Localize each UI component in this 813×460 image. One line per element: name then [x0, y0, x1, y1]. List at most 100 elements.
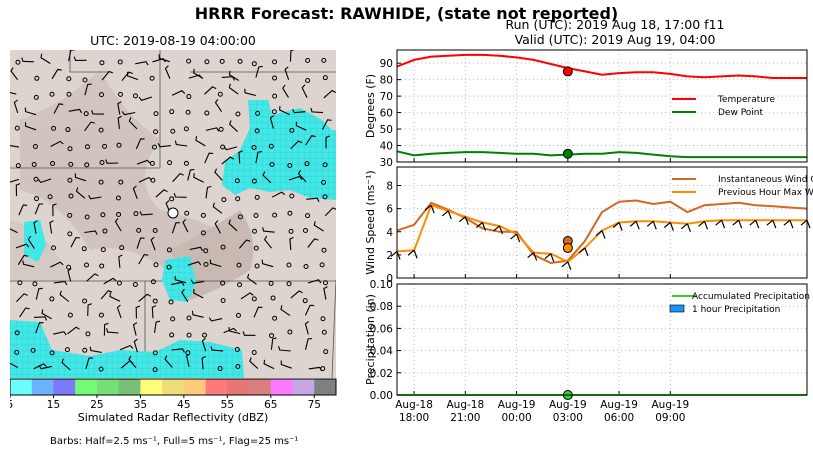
- calm-wind-circle: [64, 347, 70, 353]
- wind-barb: [214, 220, 221, 234]
- calm-wind-circle: [220, 244, 226, 250]
- wind-barb: [306, 197, 320, 203]
- x-tick-label-date: Aug-19: [652, 399, 690, 411]
- calm-wind-circle: [152, 298, 158, 304]
- calm-wind-circle: [271, 109, 277, 115]
- legend-label: Instantaneous Wind Gust: [718, 175, 813, 185]
- calm-wind-circle: [251, 350, 257, 356]
- calm-wind-circle: [321, 247, 327, 253]
- wind-barb: [228, 120, 238, 133]
- calm-wind-circle: [14, 125, 20, 131]
- calm-wind-circle: [253, 245, 259, 251]
- wind-barb: [174, 275, 187, 284]
- calm-wind-circle: [186, 332, 192, 338]
- wind-barb: [595, 230, 606, 239]
- x-tick-label-time: 06:00: [604, 412, 634, 424]
- colorbar-cell: [53, 379, 76, 395]
- wind-barb: [732, 219, 743, 229]
- calm-wind-circle: [31, 161, 37, 167]
- calm-wind-circle: [98, 179, 104, 185]
- wind-barb: [262, 227, 275, 233]
- wind-barbs: [10, 50, 336, 373]
- wind-barb: [35, 287, 43, 300]
- calm-wind-circle: [66, 76, 72, 82]
- calm-wind-circle: [219, 58, 225, 64]
- calm-wind-circle: [83, 262, 89, 268]
- wind-barb: [152, 58, 166, 63]
- wind-barb: [128, 117, 138, 130]
- y-tick-label: 0.02: [370, 368, 393, 380]
- y-tick-label: 6: [386, 204, 393, 216]
- wind-barb: [304, 320, 310, 335]
- run-valid-title: Run (UTC): 2019 Aug 18, 17:00 f11 Valid …: [370, 17, 813, 47]
- wind-barb: [212, 202, 223, 214]
- calm-wind-circle: [152, 350, 158, 356]
- wind-barb: [193, 288, 204, 299]
- wind-barb: [87, 303, 92, 317]
- wind-barb: [164, 355, 173, 368]
- wind-barb: [50, 140, 64, 147]
- reflectivity-colorbar: 5 15 25 35 45 55 65 75: [10, 378, 337, 411]
- wind-barb: [313, 221, 324, 232]
- y-tick-label: 0: [386, 273, 393, 285]
- calm-wind-circle: [82, 298, 88, 304]
- calm-wind-circle: [184, 210, 190, 216]
- calm-wind-circle: [251, 178, 257, 184]
- y-tick-label: 80: [380, 75, 393, 87]
- wind-barb: [282, 84, 289, 98]
- wind-barb: [263, 235, 273, 249]
- y-tick-label: 90: [380, 58, 393, 70]
- wind-barb: [307, 238, 319, 248]
- wind-barb: [295, 121, 307, 131]
- y-tick-label: 4: [386, 227, 393, 239]
- wind-barb: [17, 254, 29, 265]
- x-tick-label-date: Aug-18: [447, 399, 485, 411]
- wind-barb: [15, 183, 21, 197]
- wind-barb: [190, 279, 205, 284]
- wind-barb: [304, 337, 313, 350]
- wind-barb: [91, 110, 105, 115]
- calm-wind-circle: [217, 366, 223, 372]
- wind-barb: [15, 243, 30, 249]
- wind-barb: [37, 178, 52, 184]
- wind-barb: [646, 220, 657, 230]
- calm-wind-circle: [119, 245, 125, 251]
- wind-barb: [284, 66, 290, 80]
- y-tick-label: 30: [380, 157, 393, 169]
- wind-barb: [10, 67, 19, 81]
- map-title: UTC: 2019-08-19 04:00:00: [90, 33, 256, 48]
- calm-wind-circle: [321, 57, 327, 63]
- calm-wind-circle: [32, 281, 38, 287]
- calm-wind-circle: [203, 261, 209, 267]
- wind-barb: [170, 281, 185, 286]
- plot-frame: [396, 49, 808, 163]
- calm-wind-circle: [99, 60, 105, 66]
- calm-wind-circle: [237, 214, 243, 220]
- wind-barb: [527, 252, 538, 261]
- colorbar-cell: [75, 379, 98, 395]
- wind-barb: [424, 204, 435, 214]
- wind-barb: [458, 216, 469, 225]
- wind-barb: [297, 169, 307, 183]
- wind-barb: [24, 122, 37, 131]
- wind-barb: [135, 138, 145, 150]
- wind-barb: [261, 259, 274, 268]
- wind-barb: [53, 280, 68, 286]
- wind-barb: [49, 220, 54, 234]
- wind-barb: [10, 144, 20, 148]
- wind-barb: [244, 88, 256, 97]
- wind-barb: [629, 220, 640, 230]
- calm-wind-circle: [153, 262, 159, 268]
- y-tick-label: 0.06: [370, 323, 394, 335]
- wind-barb: [304, 304, 315, 316]
- calm-wind-circle: [169, 196, 175, 202]
- calm-wind-circle: [203, 248, 209, 254]
- calm-wind-circle: [14, 349, 20, 355]
- wind-barb: [681, 223, 691, 232]
- calm-wind-circle: [83, 111, 89, 117]
- calm-wind-circle: [151, 144, 157, 150]
- wind-barb: [50, 261, 64, 268]
- wind-barb: [191, 310, 204, 318]
- calm-wind-circle: [302, 298, 308, 304]
- y-tick-label: 70: [380, 91, 393, 103]
